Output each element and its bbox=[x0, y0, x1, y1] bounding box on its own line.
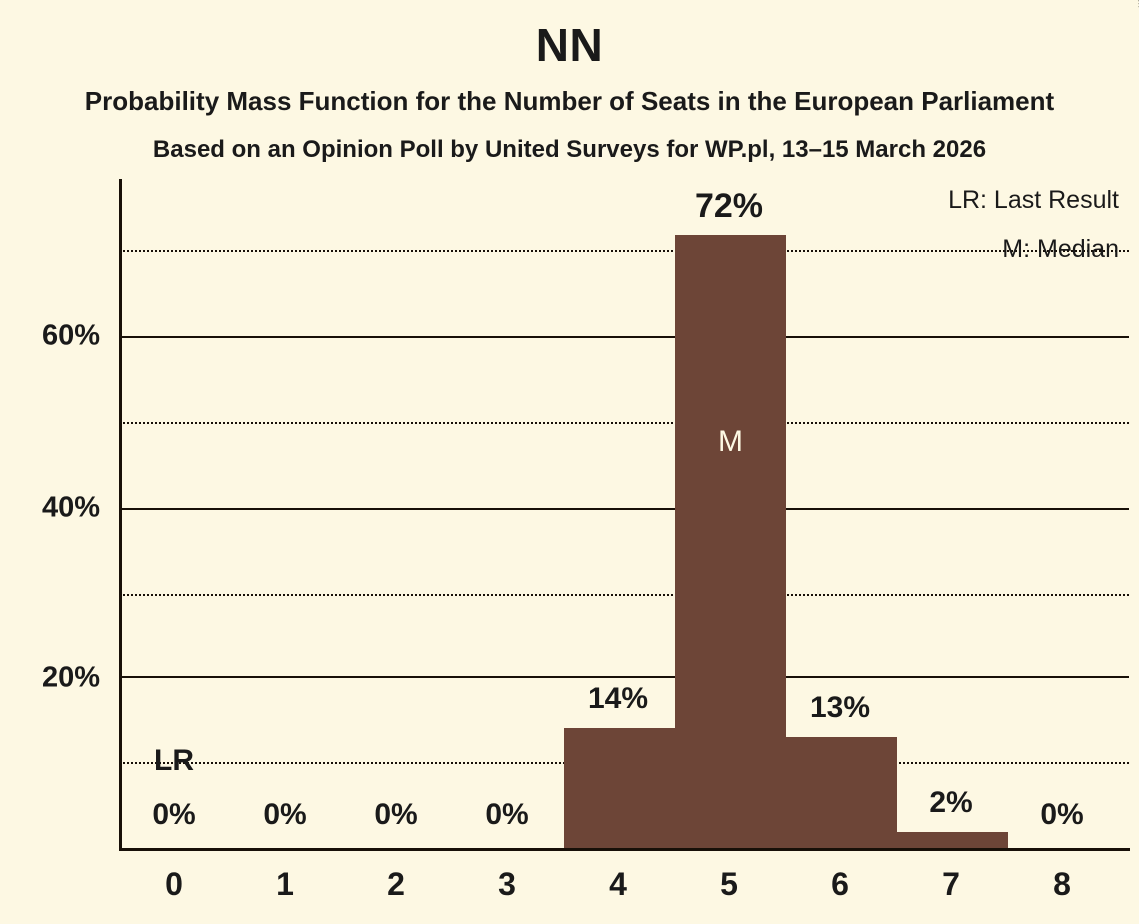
x-tick-label-8: 8 bbox=[1053, 866, 1071, 902]
gridline-70 bbox=[119, 250, 1129, 252]
x-tick-label-1: 1 bbox=[276, 866, 294, 902]
x-tick-label-3: 3 bbox=[498, 866, 516, 902]
x-tick-label-0: 0 bbox=[165, 866, 183, 902]
y-tick-label-20: 20% bbox=[41, 661, 100, 694]
chart-subtitle: Probability Mass Function for the Number… bbox=[84, 86, 1055, 116]
legend-median: M: Median bbox=[1002, 235, 1119, 263]
chart-source-caption: Based on an Opinion Poll by United Surve… bbox=[152, 136, 987, 163]
value-label-6: 13% bbox=[809, 691, 871, 724]
legend-last-result: LR: Last Result bbox=[948, 186, 1119, 214]
bar-5[interactable]: M bbox=[675, 235, 786, 848]
x-tick-label-7: 7 bbox=[942, 866, 960, 902]
y-tick-label-40: 40% bbox=[41, 491, 100, 524]
y-axis-line bbox=[119, 179, 122, 850]
gridline-30 bbox=[119, 594, 1129, 596]
value-label-7: 2% bbox=[929, 786, 973, 819]
bar-7[interactable] bbox=[897, 832, 1008, 848]
last-result-marker: LR bbox=[154, 744, 194, 777]
value-label-3: 0% bbox=[485, 798, 529, 831]
x-tick-label-6: 6 bbox=[831, 866, 849, 902]
x-axis-line bbox=[119, 848, 1130, 851]
x-tick-label-4: 4 bbox=[609, 866, 627, 902]
plot-area: M bbox=[119, 179, 1129, 848]
median-marker: M bbox=[718, 425, 743, 458]
bar-4[interactable] bbox=[564, 728, 675, 848]
bar-6[interactable] bbox=[786, 737, 897, 848]
value-label-0: 0% bbox=[152, 798, 196, 831]
y-tick-label-60: 60% bbox=[41, 319, 100, 352]
gridline-50 bbox=[119, 422, 1129, 424]
gridline-20 bbox=[119, 676, 1129, 678]
value-label-1: 0% bbox=[263, 798, 307, 831]
gridline-60 bbox=[119, 336, 1129, 338]
value-label-5: 72% bbox=[694, 187, 764, 225]
value-label-2: 0% bbox=[374, 798, 418, 831]
value-label-4: 14% bbox=[587, 682, 649, 715]
x-tick-label-5: 5 bbox=[720, 866, 738, 902]
x-tick-label-2: 2 bbox=[387, 866, 405, 902]
gridline-40 bbox=[119, 508, 1129, 510]
page-title: NN bbox=[535, 19, 604, 71]
value-label-8: 0% bbox=[1040, 798, 1084, 831]
